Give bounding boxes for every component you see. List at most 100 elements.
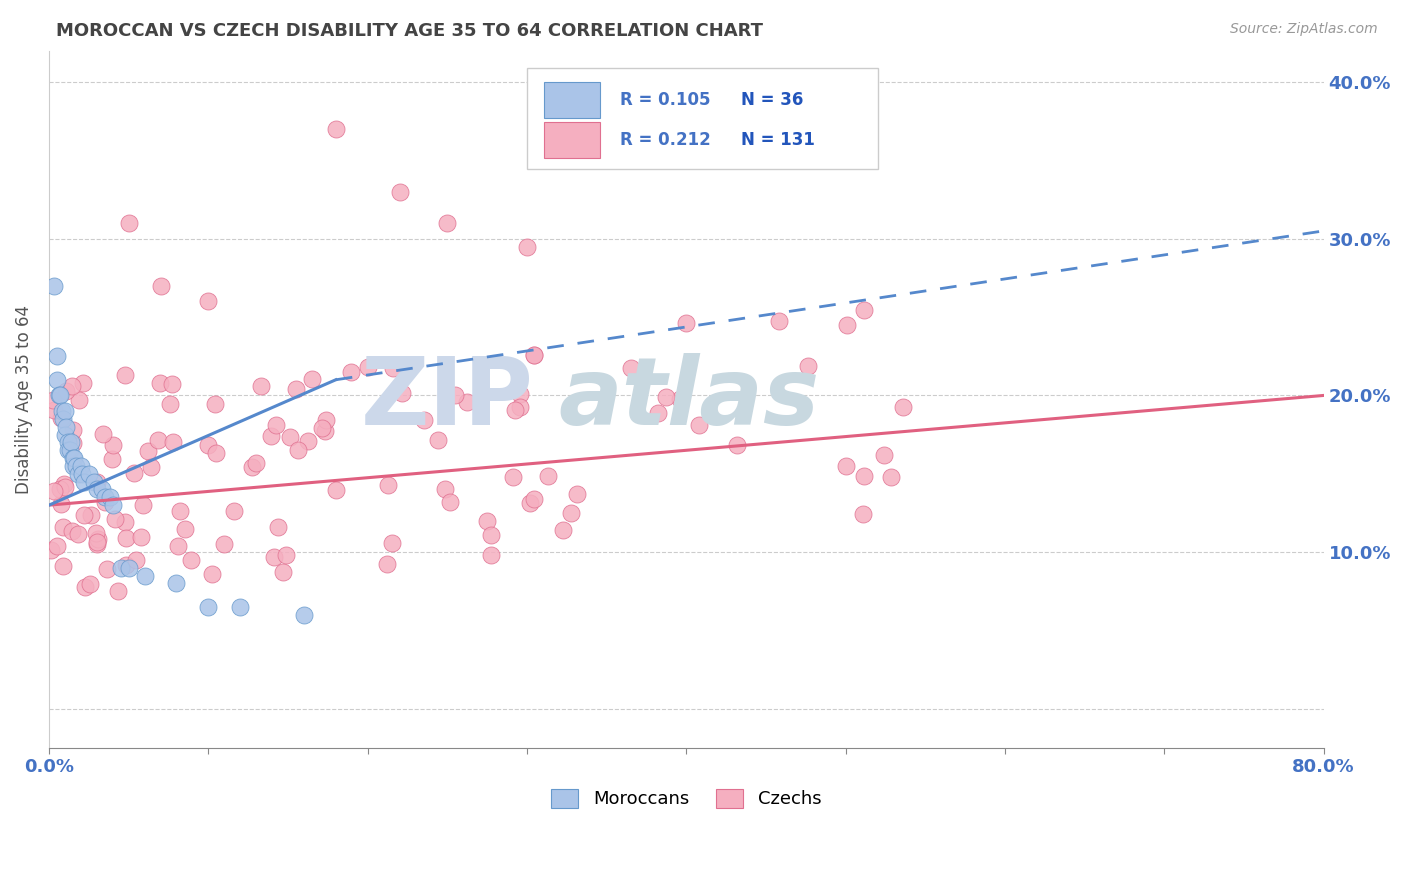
- Point: [537, 468, 560, 483]
- Point: [502, 470, 524, 484]
- Point: [382, 361, 405, 376]
- Text: N = 36: N = 36: [741, 91, 803, 109]
- Point: [647, 406, 669, 420]
- Point: [315, 413, 337, 427]
- Point: [62, 458, 84, 473]
- Point: [413, 413, 436, 427]
- Point: [107, 583, 129, 598]
- Point: [73, 475, 96, 489]
- Point: [103, 438, 125, 452]
- Point: [42, 402, 65, 417]
- Point: [52, 412, 75, 426]
- Point: [93, 491, 115, 505]
- Point: [45, 349, 67, 363]
- Point: [551, 523, 574, 537]
- Point: [90, 483, 112, 497]
- Point: [834, 458, 856, 473]
- Point: [479, 548, 502, 562]
- Point: [73, 508, 96, 522]
- Text: R = 0.212: R = 0.212: [620, 131, 711, 149]
- Point: [98, 491, 121, 505]
- Point: [149, 376, 172, 390]
- Point: [509, 386, 531, 401]
- Point: [84, 526, 107, 541]
- Point: [768, 314, 790, 328]
- Point: [86, 534, 108, 549]
- Point: [62, 451, 84, 466]
- Point: [122, 467, 145, 481]
- Point: [49, 388, 72, 402]
- Point: [60, 435, 83, 450]
- Point: [278, 429, 301, 443]
- Point: [271, 566, 294, 580]
- Point: [880, 470, 903, 484]
- Point: [204, 396, 226, 410]
- Point: [115, 558, 138, 573]
- Point: [41, 392, 63, 407]
- Point: [101, 498, 124, 512]
- Point: [434, 482, 457, 496]
- Point: [891, 400, 914, 414]
- Point: [59, 443, 82, 458]
- FancyBboxPatch shape: [527, 68, 877, 169]
- Point: [240, 459, 263, 474]
- Point: [69, 458, 91, 473]
- Point: [853, 469, 876, 483]
- Point: [114, 515, 136, 529]
- Point: [67, 526, 90, 541]
- Point: [197, 437, 219, 451]
- Point: [285, 382, 308, 396]
- Point: [149, 278, 172, 293]
- Point: [117, 561, 139, 575]
- Point: [44, 484, 66, 499]
- Point: [197, 599, 219, 614]
- Point: [165, 576, 187, 591]
- Text: MOROCCAN VS CZECH DISABILITY AGE 35 TO 64 CORRELATION CHART: MOROCCAN VS CZECH DISABILITY AGE 35 TO 6…: [56, 22, 763, 40]
- Point: [51, 559, 73, 574]
- Point: [377, 478, 399, 492]
- Point: [675, 316, 697, 330]
- Point: [53, 404, 76, 418]
- Point: [245, 456, 267, 470]
- Point: [479, 528, 502, 542]
- Point: [443, 388, 465, 402]
- Point: [86, 475, 108, 490]
- Point: [264, 418, 287, 433]
- Point: [287, 442, 309, 457]
- Point: [873, 449, 896, 463]
- Point: [56, 435, 79, 450]
- Point: [65, 458, 87, 473]
- Y-axis label: Disability Age 35 to 64: Disability Age 35 to 64: [15, 305, 32, 494]
- Point: [94, 495, 117, 509]
- Point: [117, 216, 139, 230]
- Point: [72, 376, 94, 390]
- Point: [56, 443, 79, 458]
- Point: [523, 492, 546, 507]
- Point: [75, 581, 97, 595]
- Point: [132, 498, 155, 512]
- Point: [375, 557, 398, 571]
- Point: [167, 539, 190, 553]
- Point: [129, 530, 152, 544]
- Point: [292, 607, 315, 622]
- Point: [439, 494, 461, 508]
- Point: [567, 486, 589, 500]
- Point: [72, 467, 94, 481]
- Text: R = 0.105: R = 0.105: [620, 91, 710, 109]
- Point: [42, 278, 65, 293]
- Point: [51, 411, 73, 425]
- Point: [86, 532, 108, 546]
- Point: [77, 467, 100, 481]
- Point: [325, 122, 347, 136]
- Point: [55, 419, 77, 434]
- Point: [52, 476, 75, 491]
- Point: [340, 365, 363, 379]
- Point: [62, 435, 84, 450]
- Point: [356, 360, 378, 375]
- Point: [212, 537, 235, 551]
- Point: [100, 452, 122, 467]
- Point: [852, 507, 875, 521]
- Point: [52, 520, 75, 534]
- Point: [115, 532, 138, 546]
- Point: [125, 553, 148, 567]
